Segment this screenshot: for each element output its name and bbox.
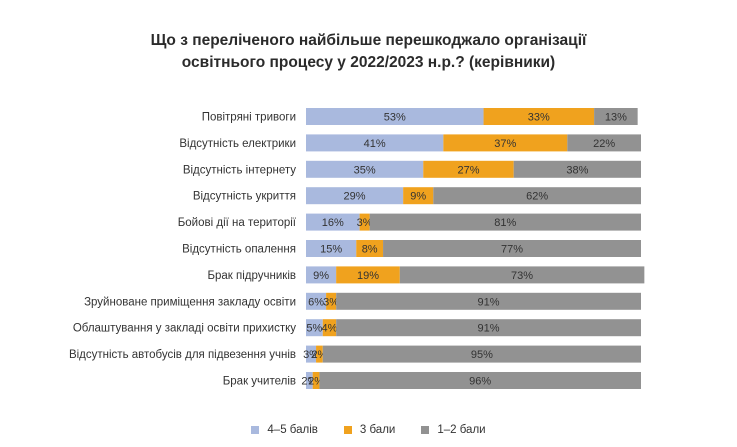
category-label: Брак учителів [223,376,296,388]
bar-segment-series-2 [403,187,434,205]
chart-title-line-1: Що з переліченого найбільше перешкоджало… [150,32,587,49]
data-label: 3% [357,217,373,229]
legend-item-series-3: 1–2 бали [421,424,486,436]
data-label: 9% [410,191,426,203]
data-label: 81% [494,217,516,229]
data-label: 95% [471,349,493,361]
data-label: 41% [364,138,386,150]
data-label: 96% [469,376,491,388]
category-label: Бойові дії на території [178,217,297,229]
bar-segment-series-1 [306,213,360,231]
bar-segment-series-1 [306,160,424,178]
legend-label: 1–2 бали [437,424,486,436]
data-label: 5% [306,323,322,335]
bar-segment-series-2 [322,319,337,337]
data-label: 19% [357,270,379,282]
bar-segment-series-1 [306,372,313,389]
data-label: 16% [322,217,344,229]
data-label: 3% [303,349,319,361]
category-label: Відсутність автобусів для підвезення учн… [69,349,296,361]
data-label: 22% [593,138,615,150]
bar-segment-series-3 [322,345,641,363]
bar-segment-series-3 [383,240,641,257]
data-label: 35% [354,164,376,176]
bar-segment-series-2 [356,240,384,257]
data-label: 62% [526,191,548,203]
bar-segment-series-3 [433,187,641,205]
category-label: Зруйноване приміщення закладу освіти [84,296,296,308]
legend-label: 3 бали [359,424,396,436]
data-label: 3% [323,296,339,308]
data-label: 4% [321,323,337,335]
bar-segment-series-3 [336,319,641,337]
category-label: Брак підручників [207,270,296,282]
category-label: Відсутність укриття [193,191,296,203]
bar-segment-series-2 [443,134,568,152]
legend-swatch [421,426,430,434]
data-label: 53% [384,112,406,124]
bar-segment-series-3 [513,160,641,178]
bar-segment-series-1 [306,319,323,337]
chart-legend: 4–5 балів 3 бали 1–2 бали [0,424,737,436]
category-label: Відсутність інтернету [183,164,296,176]
bar-segment-series-1 [306,187,404,205]
bar-segment-series-3 [319,372,641,389]
data-label: 91% [478,296,500,308]
bar-segment-series-3 [594,108,638,125]
category-label: Відсутність опалення [182,244,296,256]
data-label: 15% [320,244,342,256]
data-label: 8% [362,244,378,256]
bar-segment-series-3 [567,134,641,152]
bar-segment-series-3 [399,266,645,284]
data-label: 13% [605,112,627,124]
bar-segment-series-1 [306,108,484,125]
bar-segment-series-2 [326,292,337,310]
bar-segment-series-3 [336,292,641,310]
legend-item-series-1: 4–5 балів [251,424,318,436]
chart-title: Що з переліченого найбільше перешкоджало… [0,30,737,74]
data-label: 33% [528,112,550,124]
data-label: 38% [566,164,588,176]
legend-swatch [343,426,352,434]
data-label: 91% [478,323,500,335]
bar-segment-series-2 [316,345,323,363]
data-label: 73% [511,270,533,282]
data-label: 6% [308,296,324,308]
bar-segment-series-1 [306,134,444,152]
data-label: 77% [501,244,523,256]
legend-item-series-2: 3 бали [343,424,396,436]
bar-segment-series-2 [483,108,595,125]
bar-segment-series-1 [306,292,327,310]
data-label: 27% [457,164,479,176]
data-label: 29% [344,191,366,203]
bar-segment-series-1 [306,240,357,257]
bar-segment-series-2 [312,372,320,389]
data-label: 37% [494,138,516,150]
bar-segment-series-2 [359,213,370,231]
legend-swatch [251,426,260,434]
bar-segment-series-2 [423,160,514,178]
bar-segment-series-1 [306,266,337,284]
legend-label: 4–5 балів [267,424,318,436]
category-label: Облаштування у закладі освіти прихистку [73,323,296,335]
category-label: Відсутність електрики [179,138,296,150]
bar-segment-series-3 [369,213,641,231]
bar-segment-series-1 [306,345,317,363]
data-label: 9% [313,270,329,282]
chart-title-line-2: освітнього процесу у 2022/2023 н.р.? (ке… [181,54,556,71]
bar-segment-series-2 [336,266,400,284]
category-label: Повітряні тривоги [202,112,296,124]
